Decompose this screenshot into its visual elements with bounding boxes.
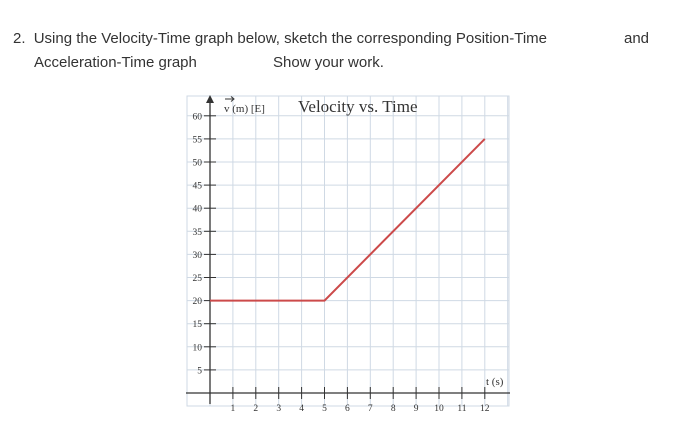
y-tick-label: 20 (193, 297, 203, 307)
vector-arrow-head (230, 96, 235, 102)
x-tick-label: 6 (345, 404, 350, 414)
x-tick-label: 4 (299, 404, 304, 414)
x-tick-label: 8 (391, 404, 396, 414)
y-tick-label: 50 (193, 159, 203, 169)
y-tick-label: 60 (193, 112, 203, 122)
y-tick-label: 15 (193, 320, 203, 330)
grid-frame (186, 95, 510, 407)
x-axis-label: t (s) (486, 376, 504, 388)
x-tick-label: 12 (480, 404, 490, 414)
chart-title: Velocity vs. Time (298, 97, 418, 116)
y-tick-label: 5 (197, 366, 202, 376)
x-tick-label: 7 (368, 404, 373, 414)
y-tick-label: 35 (193, 228, 203, 238)
y-tick-label: 30 (193, 251, 203, 261)
x-tick-label: 11 (457, 404, 466, 414)
y-tick-label: 25 (193, 274, 203, 284)
instruction-text: Show your work. (273, 54, 384, 71)
y-tick-label: 55 (193, 135, 203, 145)
question-line-1: 2. Using the Velocity-Time graph below, … (13, 30, 547, 48)
grid-lines (186, 95, 510, 407)
x-tick-label: 5 (322, 404, 327, 414)
y-tick-label: 40 (193, 205, 203, 215)
y-tick-label: 10 (193, 343, 203, 353)
y-axis-arrow (206, 95, 214, 103)
x-tick-label: 10 (434, 404, 444, 414)
question-text-and: and (624, 30, 650, 47)
x-tick-label: 1 (231, 404, 236, 414)
question-text-2: Acceleration-Time graph (34, 54, 197, 71)
axes (186, 95, 510, 404)
y-tick-label: 45 (193, 182, 203, 192)
question-number: 2. (13, 30, 26, 47)
velocity-line (210, 138, 486, 302)
x-tick-label: 2 (253, 404, 258, 414)
tick-marks (204, 115, 486, 399)
question-text-1: Using the Velocity-Time graph below, ske… (33, 30, 547, 47)
x-tick-label: 3 (276, 404, 281, 414)
x-tick-label: 9 (414, 404, 419, 414)
series (210, 138, 486, 302)
y-axis-label: v (m) [E] (224, 103, 265, 115)
